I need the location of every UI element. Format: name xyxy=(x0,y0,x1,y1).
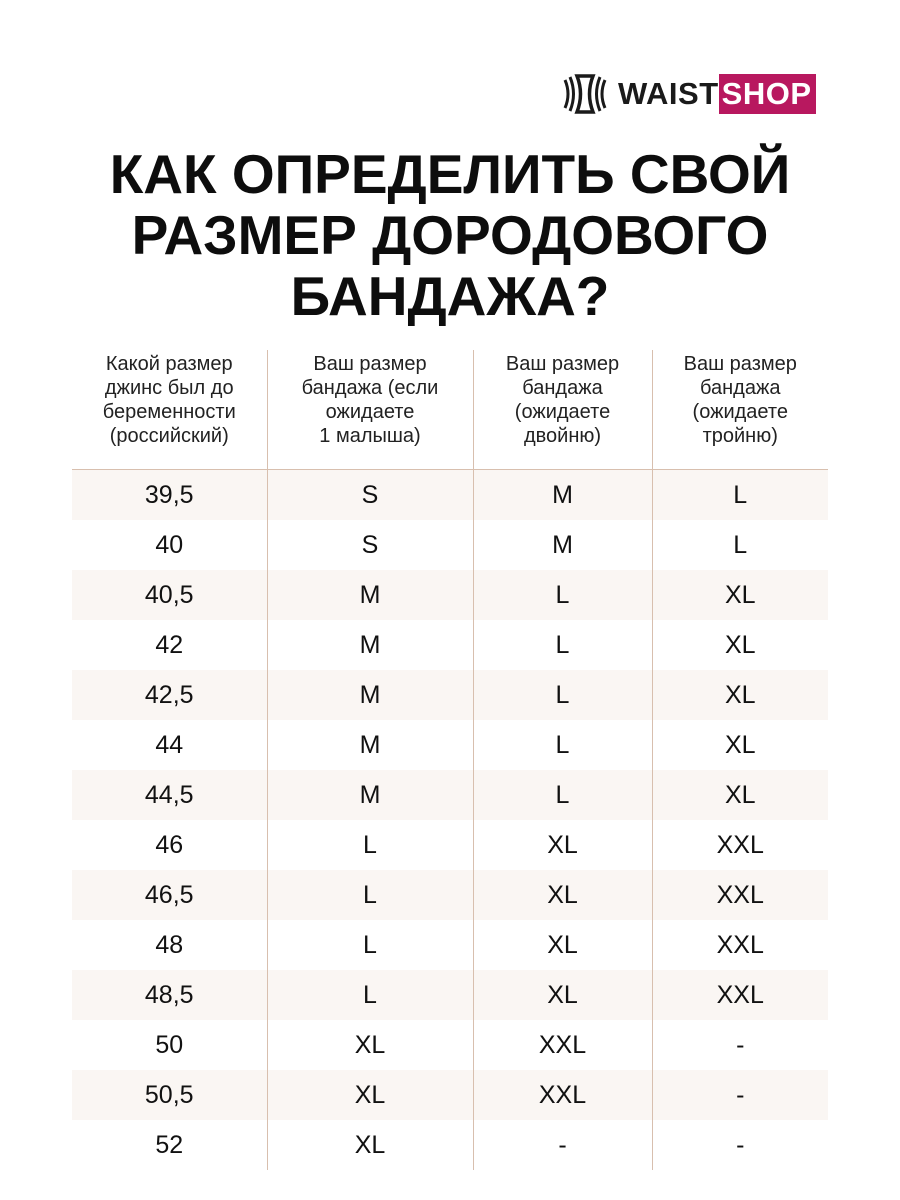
table-cell: XL xyxy=(651,620,828,670)
header-line: Какой размер xyxy=(105,353,233,375)
page-title: КАК ОПРЕДЕЛИТЬ СВОЙ РАЗМЕР ДОРОДОВОГО БА… xyxy=(0,144,900,327)
header-line: двойню) xyxy=(523,425,602,447)
table-cell: M xyxy=(266,570,473,620)
size-table: Какой размер джинс был до беременности (рос… xyxy=(72,350,828,1170)
table-cell: M xyxy=(266,620,473,670)
header-line: ожидаете xyxy=(325,401,415,423)
header-line: джинс был до xyxy=(104,377,234,399)
table-cell: XXL xyxy=(651,970,828,1020)
header-line: Ваш размер xyxy=(313,353,427,375)
table-cell: 44 xyxy=(155,730,184,759)
table-cell: M xyxy=(266,720,473,770)
logo-text-accent: SHOP xyxy=(718,74,816,114)
table-row: 52 XL - - xyxy=(72,1120,828,1170)
table-cell: XL xyxy=(651,570,828,620)
table-cell: 50,5 xyxy=(72,1070,267,1120)
table-cell: L xyxy=(472,570,652,620)
table-cell: L xyxy=(651,469,828,520)
table-cell: 48,5 xyxy=(72,970,267,1020)
table-cell: 50 xyxy=(155,1030,184,1059)
table-cell: XL xyxy=(472,870,652,920)
table-cell: XL xyxy=(472,820,652,870)
table-cell: XL xyxy=(472,970,652,1020)
table-cell: - xyxy=(651,1020,828,1070)
table-cell: - xyxy=(472,1120,652,1170)
table-cell: L xyxy=(472,770,652,820)
header-line: беременности xyxy=(102,401,236,423)
table-cell: M xyxy=(472,469,652,520)
table-cell: XXL xyxy=(472,1020,652,1070)
table-cell: XXL xyxy=(651,920,828,970)
table-cell: 40,5 xyxy=(72,570,267,620)
table-row: 50,5 XL XXL - xyxy=(72,1070,828,1120)
table-cell: L xyxy=(266,820,473,870)
table-cell: - xyxy=(651,1120,828,1170)
table-cell: M xyxy=(472,520,652,570)
table-row: 46,5 L XL XXL xyxy=(72,870,828,920)
table-row: 44,5 M L XL xyxy=(72,770,828,820)
table-cell: 46,5 xyxy=(72,870,267,920)
title-line: КАК ОПРЕДЕЛИТЬ СВОЙ xyxy=(109,143,791,205)
table-row: 39,5 S M L xyxy=(72,469,828,520)
header-line: Ваш размер xyxy=(683,353,797,375)
table-row: 46 L XL XXL xyxy=(72,820,828,870)
table-cell: XL xyxy=(651,670,828,720)
header-line: бандажа (если xyxy=(301,377,439,399)
table-cell: S xyxy=(266,469,473,520)
table-row: 42 M L XL xyxy=(72,620,828,670)
table-cell: XL xyxy=(266,1070,473,1120)
table-cell: 44,5 xyxy=(72,770,267,820)
table-cell: M xyxy=(266,670,473,720)
header-line: тройню) xyxy=(702,425,778,447)
table-cell: M xyxy=(266,770,473,820)
table-cell: S xyxy=(266,520,473,570)
header-line: (российский) xyxy=(109,425,229,447)
table-row: 44 M L XL xyxy=(72,720,828,770)
table-cell: 48 xyxy=(155,930,184,959)
table-cell: 46 xyxy=(155,830,184,859)
table-cell: 40 xyxy=(155,530,184,559)
table-cell: XXL xyxy=(651,820,828,870)
column-header: Какой размер джинс был до беременности (рос… xyxy=(72,350,267,470)
table-cell: - xyxy=(651,1070,828,1120)
table-cell: XL xyxy=(266,1020,473,1070)
table-cell: XL xyxy=(651,720,828,770)
table-row: 42,5 M L XL xyxy=(72,670,828,720)
logo-text: WAIST xyxy=(618,76,719,111)
table-cell: 42,5 xyxy=(72,670,267,720)
table-cell: XL xyxy=(472,920,652,970)
table-cell: XL xyxy=(266,1120,473,1170)
table-cell: 39,5 xyxy=(72,469,267,520)
column-header: Ваш размер бандажа (ожидаете двойню) xyxy=(472,350,652,470)
table-cell: XL xyxy=(651,770,828,820)
table-cell: L xyxy=(472,620,652,670)
table-cell: L xyxy=(266,870,473,920)
table-cell: L xyxy=(472,720,652,770)
table-row: 50 XL XXL - xyxy=(72,1020,828,1070)
table-cell: 52 xyxy=(155,1130,184,1159)
table-row: 40 S M L xyxy=(72,520,828,570)
table-row: 48 L XL XXL xyxy=(72,920,828,970)
table-row: 48,5 L XL XXL xyxy=(72,970,828,1020)
header-line: (ожидаете xyxy=(514,401,611,423)
table-cell: XXL xyxy=(651,870,828,920)
title-line: РАЗМЕР ДОРОДОВОГО xyxy=(131,204,769,266)
table-cell: XXL xyxy=(472,1070,652,1120)
waist-logo-icon xyxy=(563,74,607,114)
waistshop-logo: WAIST SHOP xyxy=(562,72,816,116)
header-line: бандажа xyxy=(522,377,603,399)
table-cell: L xyxy=(472,670,652,720)
table-cell: 42 xyxy=(155,630,184,659)
header-line: бандажа xyxy=(700,377,781,399)
column-header: Ваш размер бандажа (ожидаете тройню) xyxy=(651,350,828,470)
table-row: 40,5 M L XL xyxy=(72,570,828,620)
title-line: БАНДАЖА? xyxy=(290,265,610,327)
table-cell: L xyxy=(651,520,828,570)
header-line: (ожидаете xyxy=(692,401,788,423)
header-line: 1 малыша) xyxy=(319,425,421,447)
column-header: Ваш размер бандажа (если ожидаете 1 малыша) xyxy=(266,350,473,470)
header-line: Ваш размер xyxy=(505,353,620,375)
table-cell: L xyxy=(266,920,473,970)
table-cell: L xyxy=(266,970,473,1020)
